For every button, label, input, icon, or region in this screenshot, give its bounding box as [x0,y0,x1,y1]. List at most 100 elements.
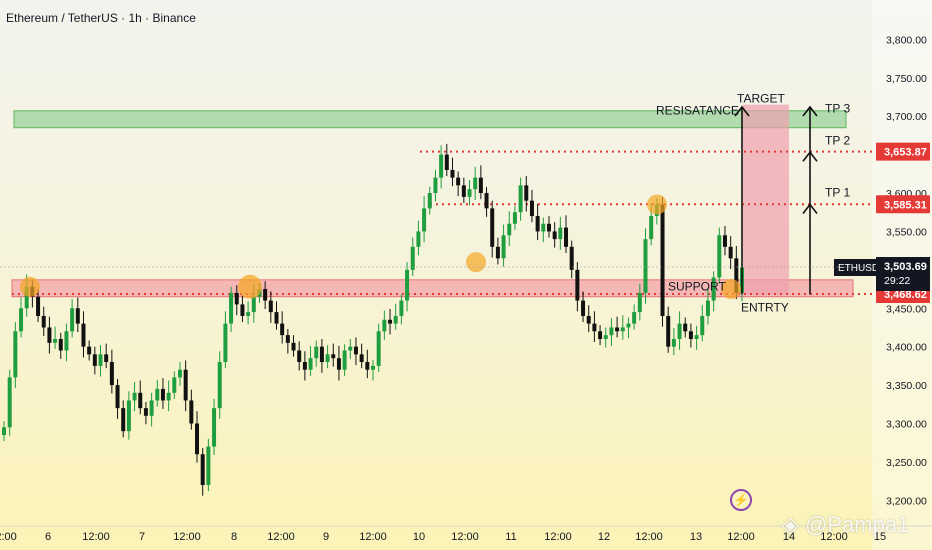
x-tick-label: 12:00 [635,531,663,543]
candle-body [121,408,126,432]
candle-body [603,335,608,339]
candle-body [189,400,194,424]
candle-body [507,223,512,236]
candle-body [331,354,336,359]
target-label: TARGET [737,91,785,105]
watermark: ◈ @Pampa1 [782,512,910,537]
candle-body [206,446,211,485]
candle-body [410,246,415,270]
candle-body [24,286,29,309]
candle-body [183,369,188,401]
candle-body [70,308,75,332]
candle-body [359,354,364,363]
chart-title: Ethereum / TetherUS · 1h · Binance [6,11,196,25]
candle-body [598,331,603,339]
candle-body [376,331,381,366]
candle-body [223,323,228,363]
candle-body [524,185,529,201]
candle-body [251,296,256,313]
candle-body [64,331,69,351]
y-tick-label: 3,550.00 [886,226,927,238]
candle-body [575,269,580,301]
candle-body [649,216,654,240]
target-arrow-head [734,105,750,117]
candle-body [132,392,137,401]
tp2-label: TP 2 [825,133,850,147]
x-tick-label: 15 [874,531,886,543]
tp1-label: TP 1 [825,186,850,200]
candle-body [422,208,427,232]
candle-body [87,346,92,355]
candle-body [75,308,80,324]
candle-body [365,362,370,370]
lightning-icon[interactable]: ⚡ [730,489,752,511]
countdown: 29:22 [884,275,910,287]
candle-body [155,388,160,401]
candle-body [609,327,614,336]
candle-body [734,258,739,293]
candle-body [677,323,682,339]
candle-body [683,323,688,332]
y-tick-label: 3,350.00 [886,380,927,392]
candle-body [700,315,705,336]
candle-body [195,423,200,455]
x-tick-label: 8 [231,531,237,543]
candle-body [473,177,478,190]
candle-body [172,377,177,393]
candle-body [490,208,495,247]
candle-body [535,216,540,232]
y-tick-label: 3,450.00 [886,303,927,315]
x-tick-label: 12:00 [0,531,17,543]
candle-body [81,323,86,347]
candle-body [348,346,353,351]
resistance-label: RESISATANCE [656,104,739,118]
candle-body [336,358,341,370]
current-price: 3,503.69 [884,261,927,273]
candle-body [92,354,97,366]
x-tick-label: 11 [505,531,516,543]
resistance-zone [13,110,847,129]
candle-body [722,235,727,247]
candle-body [416,231,421,247]
candle-body [632,312,637,324]
x-tick-label: 13 [690,531,702,543]
candle-body [302,362,307,370]
y-tick-label: 3,750.00 [886,73,927,85]
tp3-label: TP 3 [825,101,850,115]
y-tick-label: 3,200.00 [886,495,927,507]
candle-body [728,246,733,259]
candle-body [399,300,404,316]
candle-body [439,154,444,178]
candle-body [405,269,410,301]
candle-body [484,193,489,209]
x-tick-label: 7 [139,531,145,543]
candle-body [705,300,710,316]
price-label: 3,468.62 [884,289,927,301]
candle-body [98,354,103,366]
candle-body [427,193,432,209]
candle-body [53,338,58,343]
candle-body [529,200,534,217]
candle-body [126,400,131,432]
target-box [743,104,789,295]
candle-body [268,300,273,313]
candle-body [626,323,631,328]
x-tick-label: 10 [413,531,425,543]
candle-body [586,315,591,324]
candle-body [382,319,387,332]
candle-body [393,315,398,324]
candle-body [558,227,563,240]
x-tick-label: 12:00 [451,531,479,543]
support-label: SUPPORT [668,280,726,294]
candle-body [694,335,699,339]
candle-body [2,427,6,436]
candle-body [433,177,438,194]
x-tick-label: 12:00 [267,531,295,543]
candle-body [285,335,290,343]
x-tick-label: 12:00 [359,531,387,543]
candle-body [246,312,251,316]
candle-body [314,346,319,359]
candle-body [212,408,217,447]
candle-body [263,289,268,301]
